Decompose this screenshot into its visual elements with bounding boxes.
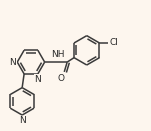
Text: N: N [10,58,16,67]
Text: N: N [19,116,26,125]
Text: NH: NH [51,50,64,59]
Text: O: O [58,74,65,83]
Text: N: N [34,75,41,84]
Text: Cl: Cl [109,39,118,48]
